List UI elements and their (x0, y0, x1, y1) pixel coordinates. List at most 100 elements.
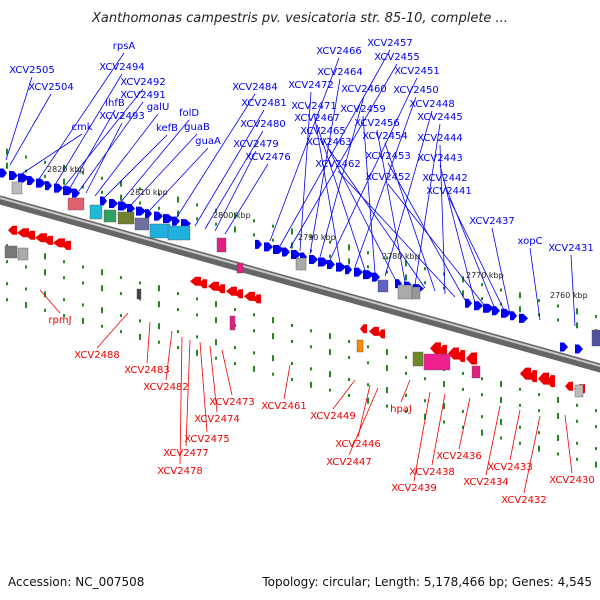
forward-gene-arrow (318, 257, 329, 267)
reverse-gene-arrow (53, 238, 65, 248)
gene-label-forward: XCV2467 (294, 113, 339, 124)
leader-line (362, 115, 376, 274)
accession-text: Accession: NC_007508 (8, 575, 144, 589)
gene-label-reverse: XCV2433 (487, 462, 532, 473)
leader-line (221, 349, 233, 396)
feature-block (397, 284, 413, 300)
leader-line (119, 119, 190, 204)
tick-mark (82, 171, 84, 175)
gene-label-reverse: XCV2474 (194, 414, 239, 425)
forward-gene-arrow (372, 272, 380, 282)
tick-mark (196, 313, 198, 317)
tick-mark (405, 274, 407, 281)
reverse-gene-arrow (217, 284, 225, 294)
tick-mark (253, 219, 255, 223)
tick-mark (139, 187, 141, 191)
tick-mark (291, 228, 293, 235)
tick-mark (44, 160, 46, 164)
leader-line (283, 364, 291, 400)
gene-label-forward: XCV2460 (341, 84, 386, 95)
tick-mark (595, 461, 597, 468)
tick-mark (538, 393, 540, 397)
leader-line (85, 122, 123, 194)
feature-block (117, 211, 135, 225)
tick-mark (101, 324, 103, 328)
tick-mark (367, 251, 369, 255)
forward-gene-arrow (273, 244, 284, 254)
tick-mark (538, 431, 540, 435)
tick-mark (329, 333, 331, 340)
gene-label-forward: XCV2454 (362, 131, 407, 142)
tick-mark (44, 174, 46, 178)
genome-backbone (0, 195, 600, 373)
tick-mark (424, 281, 426, 285)
forward-gene-arrow (27, 176, 35, 186)
tick-mark (25, 265, 27, 269)
tick-mark (595, 425, 597, 429)
tick-mark (272, 224, 274, 228)
tick-mark (120, 180, 122, 187)
feature-block (103, 209, 117, 223)
tick-mark (63, 276, 65, 280)
tick-mark (576, 308, 578, 315)
leader-line (199, 341, 208, 433)
forward-gene-arrow (18, 173, 29, 183)
leader-line (214, 150, 257, 232)
leader-line (570, 254, 576, 327)
gene-label-reverse: XCV2473 (209, 397, 254, 408)
tick-mark (329, 371, 331, 378)
tick-mark (538, 409, 540, 413)
tick-mark (519, 292, 521, 299)
gene-label-forward: ihfB (105, 98, 125, 109)
tick-mark (576, 457, 578, 461)
leader-line (384, 110, 433, 277)
tick-mark (405, 260, 407, 267)
gene-label-forward: XCV2462 (315, 159, 360, 170)
reverse-gene-arrow (520, 367, 531, 380)
tick-mark (405, 355, 407, 359)
reverse-gene-arrow (360, 324, 367, 334)
gene-label-forward: XCV2443 (417, 153, 462, 164)
tick-mark (405, 409, 407, 413)
tick-mark (139, 333, 141, 340)
leader-line (63, 88, 144, 188)
gene-label-forward: XCV2459 (340, 104, 385, 115)
gene-label-forward: folD (179, 108, 199, 119)
tick-mark (481, 393, 483, 397)
tick-mark (367, 361, 369, 365)
tick-mark (500, 397, 502, 403)
tick-mark (386, 349, 388, 356)
tick-mark (177, 308, 179, 312)
leader-line (316, 124, 366, 271)
tick-mark (348, 355, 350, 359)
tick-mark (538, 445, 540, 452)
tick-mark (310, 381, 312, 388)
gene-label-reverse: XCV2432 (501, 495, 546, 506)
tick-mark (386, 387, 388, 394)
leader-line (376, 129, 406, 283)
leader-line (491, 227, 511, 315)
leader-line (384, 142, 436, 292)
forward-gene-arrow (492, 306, 500, 316)
tick-mark (44, 291, 46, 298)
reverse-gene-arrow (529, 370, 537, 383)
forward-gene-arrow (363, 270, 374, 280)
reverse-gene-arrow (62, 240, 71, 250)
forward-gene-arrow (0, 168, 7, 178)
backbone-line (0, 195, 600, 373)
gene-label-forward: XCV2452 (365, 172, 410, 183)
leader-line (165, 330, 173, 381)
feature-block (67, 197, 85, 211)
tick-mark (329, 240, 331, 244)
leader-line (179, 336, 183, 465)
tick-mark (82, 265, 84, 269)
feature-block (136, 288, 142, 300)
backbone-highlight (0, 196, 600, 368)
tick-mark (253, 351, 255, 355)
gene-label-forward: XCV2504 (28, 82, 73, 93)
gene-label-forward: XCV2465 (300, 126, 345, 137)
tick-mark (481, 377, 483, 381)
forward-gene-arrow (336, 262, 346, 272)
forward-gene-arrow (483, 303, 494, 313)
gene-label-forward: XCV2464 (317, 67, 362, 78)
